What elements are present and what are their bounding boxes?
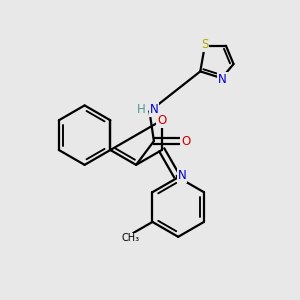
- Text: O: O: [181, 135, 190, 148]
- Text: O: O: [157, 114, 167, 127]
- Text: N: N: [218, 73, 227, 86]
- Text: S: S: [201, 38, 208, 51]
- Text: CH₃: CH₃: [121, 233, 139, 243]
- Text: N: N: [149, 103, 158, 116]
- Text: N: N: [178, 169, 186, 182]
- Text: H: H: [137, 103, 146, 116]
